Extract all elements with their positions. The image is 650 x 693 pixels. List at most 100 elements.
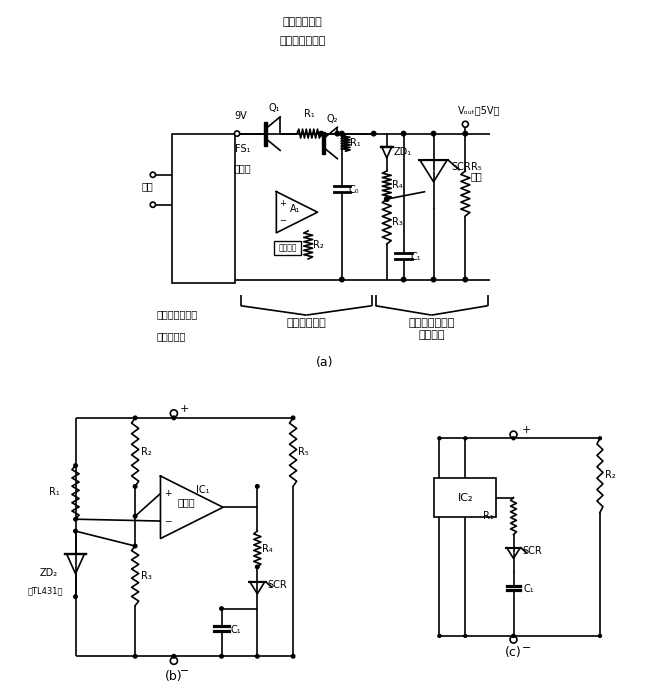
Text: C₁: C₁ xyxy=(410,252,421,262)
Circle shape xyxy=(220,607,224,611)
Text: IC₂: IC₂ xyxy=(458,493,473,502)
Text: 保护电路: 保护电路 xyxy=(419,330,445,340)
Circle shape xyxy=(172,654,176,658)
Circle shape xyxy=(438,437,441,440)
Circle shape xyxy=(150,172,155,177)
Text: R₂: R₂ xyxy=(141,447,152,457)
Circle shape xyxy=(401,132,406,136)
Circle shape xyxy=(255,654,259,658)
Text: （TL431）: （TL431） xyxy=(28,587,64,596)
Text: R₁: R₁ xyxy=(304,109,315,119)
Text: 输入: 输入 xyxy=(141,181,153,191)
Circle shape xyxy=(133,654,137,658)
Text: C₀: C₀ xyxy=(348,185,359,195)
Circle shape xyxy=(291,654,295,658)
Text: −: − xyxy=(279,216,286,225)
Circle shape xyxy=(133,416,137,420)
Circle shape xyxy=(220,654,224,658)
Circle shape xyxy=(73,595,77,599)
Text: R₁: R₁ xyxy=(49,487,60,498)
Circle shape xyxy=(73,464,77,467)
Circle shape xyxy=(464,437,467,440)
Circle shape xyxy=(335,132,339,136)
Text: 放大器: 放大器 xyxy=(177,497,195,507)
Circle shape xyxy=(255,565,259,569)
Text: Q₂: Q₂ xyxy=(327,114,339,124)
Circle shape xyxy=(512,437,515,440)
Circle shape xyxy=(73,529,77,533)
Text: SCR: SCR xyxy=(451,162,471,172)
Text: R₁: R₁ xyxy=(484,511,494,521)
Text: 变压器、整流器: 变压器、整流器 xyxy=(157,309,198,319)
Circle shape xyxy=(510,636,517,643)
Circle shape xyxy=(432,277,436,282)
Text: C₁: C₁ xyxy=(231,625,241,635)
Circle shape xyxy=(133,544,137,547)
Text: (c): (c) xyxy=(505,646,522,658)
Circle shape xyxy=(339,277,344,282)
Bar xyxy=(322,132,325,155)
Bar xyxy=(434,477,496,517)
Circle shape xyxy=(432,132,436,136)
Text: (a): (a) xyxy=(317,356,333,369)
Circle shape xyxy=(73,518,77,521)
Text: IC₁: IC₁ xyxy=(196,485,210,495)
Text: A₁: A₁ xyxy=(290,204,300,214)
Circle shape xyxy=(512,634,515,638)
Text: SCR: SCR xyxy=(267,581,287,590)
Circle shape xyxy=(438,634,441,638)
Circle shape xyxy=(339,132,344,136)
Text: +: + xyxy=(180,404,189,414)
Circle shape xyxy=(170,657,177,665)
Text: R₃: R₃ xyxy=(141,571,152,581)
Text: R₂: R₂ xyxy=(605,471,616,480)
Text: 参考电压: 参考电压 xyxy=(278,244,297,253)
Text: SCR: SCR xyxy=(522,546,542,556)
Circle shape xyxy=(385,197,389,202)
Circle shape xyxy=(401,277,406,282)
Circle shape xyxy=(463,132,467,136)
Text: 串联调整电路: 串联调整电路 xyxy=(287,318,326,328)
Text: ZD₁: ZD₁ xyxy=(393,148,411,157)
Text: R₄: R₄ xyxy=(392,180,403,190)
Text: Vₒᵤₜ（5V）: Vₒᵤₜ（5V） xyxy=(458,105,500,115)
Circle shape xyxy=(464,634,467,638)
Text: 熔断器: 熔断器 xyxy=(234,163,252,173)
Circle shape xyxy=(291,416,295,420)
Circle shape xyxy=(235,131,240,137)
Text: −: − xyxy=(522,642,532,653)
Circle shape xyxy=(512,634,515,638)
Text: R₂: R₂ xyxy=(313,240,324,250)
Circle shape xyxy=(371,132,376,136)
Circle shape xyxy=(133,484,137,488)
Text: R₁: R₁ xyxy=(350,138,361,148)
Text: 和滤波电路: 和滤波电路 xyxy=(157,331,186,342)
Circle shape xyxy=(255,484,259,488)
Text: R₅: R₅ xyxy=(298,447,309,457)
Text: +: + xyxy=(279,199,286,208)
Circle shape xyxy=(463,277,467,282)
Text: (b): (b) xyxy=(165,670,183,683)
Text: R₅: R₅ xyxy=(471,162,481,173)
Circle shape xyxy=(462,121,469,128)
Text: FS₁: FS₁ xyxy=(235,144,250,155)
Text: 没有经过调整: 没有经过调整 xyxy=(283,17,322,27)
Text: 简单过电压急剧: 简单过电压急剧 xyxy=(408,318,455,328)
Circle shape xyxy=(599,634,601,638)
Text: −: − xyxy=(180,666,189,676)
Text: 的直流输入电压: 的直流输入电压 xyxy=(280,36,326,46)
Bar xyxy=(274,241,301,255)
Text: C₁: C₁ xyxy=(523,584,534,595)
Text: ZD₂: ZD₂ xyxy=(40,568,58,578)
Circle shape xyxy=(133,514,137,518)
Text: −: − xyxy=(164,516,172,525)
Circle shape xyxy=(172,416,176,420)
Text: +: + xyxy=(164,489,172,498)
Circle shape xyxy=(319,132,324,136)
Bar xyxy=(265,122,267,146)
Text: R₃: R₃ xyxy=(392,216,403,227)
Text: 负载: 负载 xyxy=(471,172,482,182)
Text: +: + xyxy=(522,426,532,435)
Text: Q₁: Q₁ xyxy=(269,103,280,113)
Circle shape xyxy=(150,202,155,207)
